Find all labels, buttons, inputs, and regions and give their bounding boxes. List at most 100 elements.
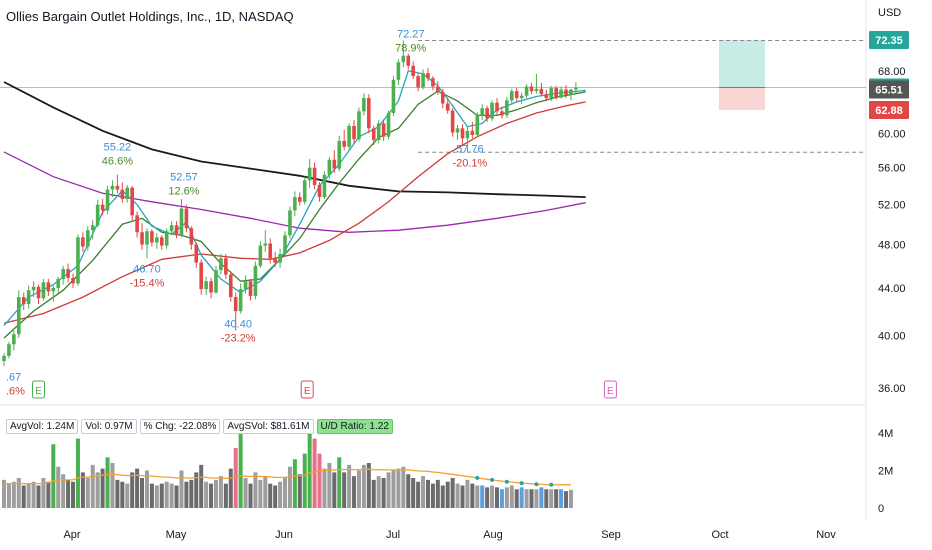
candle[interactable] [396,59,401,86]
candle[interactable] [263,230,268,252]
candle[interactable] [495,98,499,115]
candle[interactable] [475,112,480,138]
candle[interactable] [71,273,75,288]
candle[interactable] [115,174,120,194]
candle[interactable] [224,254,228,279]
candle[interactable] [554,85,558,100]
candle[interactable] [125,184,130,203]
candle[interactable] [243,275,248,294]
candle[interactable] [31,281,36,298]
volume-pane[interactable] [2,421,573,508]
candle[interactable] [524,84,529,99]
candle[interactable] [455,125,460,141]
candle[interactable] [505,97,509,118]
candle[interactable] [120,182,125,203]
candle[interactable] [214,265,218,294]
candle[interactable] [66,263,70,283]
candle[interactable] [155,233,159,249]
candle[interactable] [12,330,16,351]
candle[interactable] [164,228,169,249]
candle[interactable] [26,285,31,309]
candle[interactable] [76,234,80,286]
candle[interactable] [450,108,455,137]
candles[interactable] [2,40,578,367]
candle[interactable] [150,229,154,247]
candle[interactable] [401,40,406,68]
earnings-marker[interactable]: E [300,380,314,399]
candle[interactable] [105,185,110,215]
candle[interactable] [199,259,203,295]
candle[interactable] [371,125,376,146]
earnings-marker[interactable]: E [603,380,617,399]
candle[interactable] [564,85,568,99]
candle[interactable] [470,121,475,139]
candle[interactable] [376,120,381,144]
candle[interactable] [16,290,21,338]
candle[interactable] [204,276,208,295]
candle[interactable] [465,126,470,153]
candle[interactable] [445,98,450,114]
candle[interactable] [283,231,287,257]
candle[interactable] [194,242,199,268]
candle[interactable] [549,85,554,102]
candle[interactable] [169,221,174,236]
candle[interactable] [322,171,327,199]
candle[interactable] [416,73,420,92]
candle[interactable] [209,277,213,299]
candle[interactable] [347,123,351,151]
candle[interactable] [253,261,258,300]
candle[interactable] [219,254,223,275]
candle[interactable] [381,119,386,141]
candle[interactable] [357,107,361,142]
candle[interactable] [273,251,277,267]
candle[interactable] [490,100,494,122]
candle[interactable] [184,204,189,233]
candle[interactable] [100,198,105,216]
candle[interactable] [135,211,139,238]
candle[interactable] [233,292,238,331]
candle[interactable] [302,176,307,205]
candle[interactable] [332,150,337,174]
time-axis[interactable]: Apr May Jun Jul Aug Sep Oct Nov [63,529,836,541]
candle[interactable] [431,76,435,91]
candle[interactable] [480,104,485,121]
candle[interactable] [298,192,302,206]
candle[interactable] [436,81,440,95]
candle[interactable] [46,278,51,296]
candle[interactable] [386,110,391,140]
candle[interactable] [391,76,396,117]
candle[interactable] [352,120,356,144]
candle[interactable] [519,92,524,105]
candle[interactable] [90,220,95,240]
candle[interactable] [2,353,6,367]
candle[interactable] [95,199,100,228]
candle[interactable] [337,135,342,172]
candle[interactable] [440,88,445,109]
candle[interactable] [367,94,371,134]
price-axis[interactable]: 68.00 60.00 56.00 52.00 48.00 44.00 40.00 36.00… [869,31,909,395]
candle[interactable] [411,61,415,80]
candle[interactable] [81,232,85,252]
candle[interactable] [86,226,90,251]
candle[interactable] [317,182,322,202]
candle[interactable] [406,53,411,70]
candle[interactable] [179,199,184,238]
candle[interactable] [174,221,179,239]
candle[interactable] [293,191,297,217]
candle[interactable] [238,283,243,314]
candle[interactable] [159,235,164,250]
candle[interactable] [534,73,539,94]
candle[interactable] [51,285,56,302]
candle[interactable] [485,105,489,122]
candle[interactable] [342,130,346,151]
candle[interactable] [559,86,563,99]
candle[interactable] [569,88,573,101]
candle[interactable] [574,82,578,94]
candle[interactable] [268,238,273,264]
candle[interactable] [21,292,26,310]
candle[interactable] [539,82,544,97]
candle[interactable] [228,271,233,302]
candle[interactable] [426,67,430,82]
candle[interactable] [327,157,332,179]
